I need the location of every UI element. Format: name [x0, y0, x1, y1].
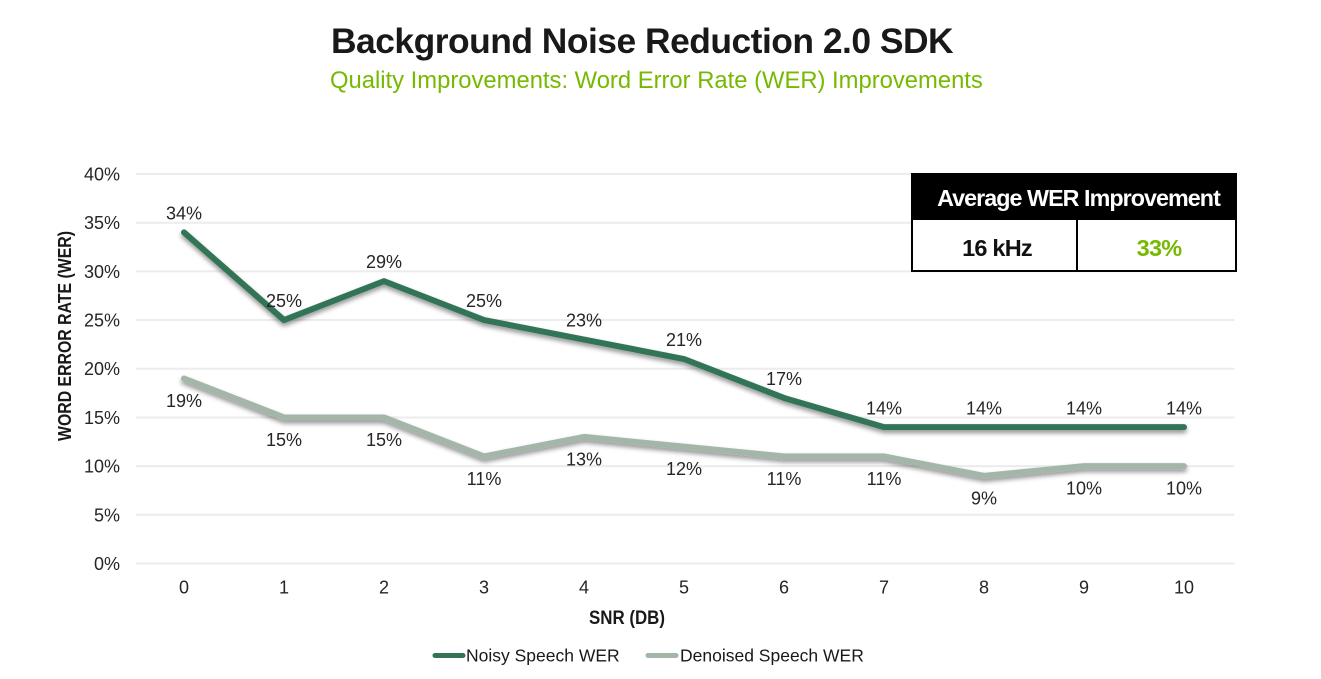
svg-text:WORD ERROR RATE (WER): WORD ERROR RATE (WER)	[54, 231, 75, 441]
svg-text:25%: 25%	[84, 311, 120, 331]
svg-text:9: 9	[1079, 578, 1089, 598]
svg-text:5%: 5%	[94, 505, 120, 525]
svg-text:14%: 14%	[1066, 398, 1102, 418]
svg-text:4: 4	[579, 578, 589, 598]
svg-text:11%: 11%	[467, 469, 502, 489]
svg-text:SNR (DB): SNR (DB)	[589, 608, 665, 629]
svg-text:19%: 19%	[166, 391, 202, 411]
svg-text:10%: 10%	[1166, 479, 1202, 499]
svg-text:34%: 34%	[166, 204, 202, 224]
svg-text:7: 7	[879, 578, 889, 598]
svg-text:23%: 23%	[566, 311, 602, 331]
svg-text:8: 8	[979, 578, 989, 598]
svg-text:25%: 25%	[266, 291, 302, 311]
svg-text:0%: 0%	[94, 554, 120, 574]
svg-text:13%: 13%	[566, 450, 602, 470]
svg-text:15%: 15%	[84, 408, 120, 428]
svg-text:21%: 21%	[666, 330, 702, 350]
svg-text:14%: 14%	[866, 398, 902, 418]
svg-text:25%: 25%	[466, 291, 502, 311]
svg-text:3: 3	[479, 578, 489, 598]
svg-text:35%: 35%	[84, 213, 120, 233]
svg-text:2: 2	[379, 578, 389, 598]
svg-text:11%: 11%	[867, 469, 902, 489]
svg-text:5: 5	[679, 578, 689, 598]
svg-text:11%: 11%	[767, 469, 802, 489]
svg-text:1: 1	[279, 578, 289, 598]
svg-text:14%: 14%	[966, 398, 1002, 418]
svg-text:10: 10	[1174, 578, 1194, 598]
svg-text:6: 6	[779, 578, 789, 598]
svg-text:40%: 40%	[84, 165, 120, 185]
svg-text:12%: 12%	[666, 459, 702, 479]
svg-text:0: 0	[179, 578, 189, 598]
svg-text:29%: 29%	[366, 252, 402, 272]
svg-text:Noisy Speech WER: Noisy Speech WER	[466, 646, 620, 666]
svg-text:9%: 9%	[971, 489, 997, 509]
svg-text:10%: 10%	[1066, 479, 1102, 499]
svg-text:17%: 17%	[766, 369, 802, 389]
svg-text:10%: 10%	[84, 457, 120, 477]
svg-text:15%: 15%	[266, 430, 302, 450]
svg-text:30%: 30%	[84, 262, 120, 282]
svg-text:14%: 14%	[1166, 398, 1202, 418]
svg-text:15%: 15%	[366, 430, 402, 450]
svg-text:20%: 20%	[84, 359, 120, 379]
svg-text:Denoised Speech WER: Denoised Speech WER	[680, 646, 864, 666]
